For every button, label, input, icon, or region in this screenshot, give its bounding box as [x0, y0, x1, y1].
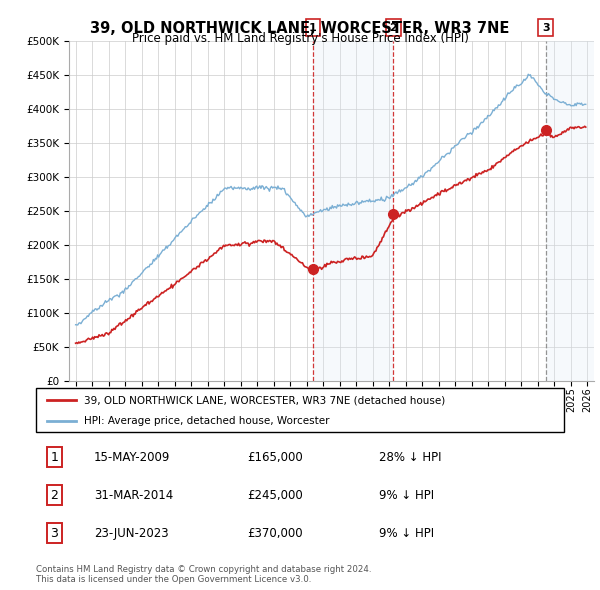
Text: Contains HM Land Registry data © Crown copyright and database right 2024.
This d: Contains HM Land Registry data © Crown c…	[36, 565, 371, 584]
Text: 31-MAR-2014: 31-MAR-2014	[94, 489, 173, 502]
Text: 2: 2	[389, 23, 397, 33]
Text: 39, OLD NORTHWICK LANE, WORCESTER, WR3 7NE (detached house): 39, OLD NORTHWICK LANE, WORCESTER, WR3 7…	[83, 395, 445, 405]
Bar	[313, 41, 394, 381]
Text: 1: 1	[309, 23, 317, 33]
Text: 1: 1	[50, 451, 58, 464]
Text: 3: 3	[542, 23, 550, 33]
Text: 15-MAY-2009: 15-MAY-2009	[94, 451, 170, 464]
Text: £370,000: £370,000	[247, 527, 303, 540]
Text: 39, OLD NORTHWICK LANE, WORCESTER, WR3 7NE: 39, OLD NORTHWICK LANE, WORCESTER, WR3 7…	[91, 21, 509, 35]
Text: £245,000: £245,000	[247, 489, 303, 502]
Text: HPI: Average price, detached house, Worcester: HPI: Average price, detached house, Worc…	[83, 416, 329, 426]
Text: 3: 3	[50, 527, 58, 540]
Text: £165,000: £165,000	[247, 451, 303, 464]
Text: 9% ↓ HPI: 9% ↓ HPI	[379, 527, 434, 540]
Text: 9% ↓ HPI: 9% ↓ HPI	[379, 489, 434, 502]
Text: 28% ↓ HPI: 28% ↓ HPI	[379, 451, 442, 464]
FancyBboxPatch shape	[36, 388, 564, 432]
Text: 2: 2	[50, 489, 58, 502]
Text: 23-JUN-2023: 23-JUN-2023	[94, 527, 169, 540]
Bar	[545, 41, 594, 381]
Text: Price paid vs. HM Land Registry's House Price Index (HPI): Price paid vs. HM Land Registry's House …	[131, 32, 469, 45]
